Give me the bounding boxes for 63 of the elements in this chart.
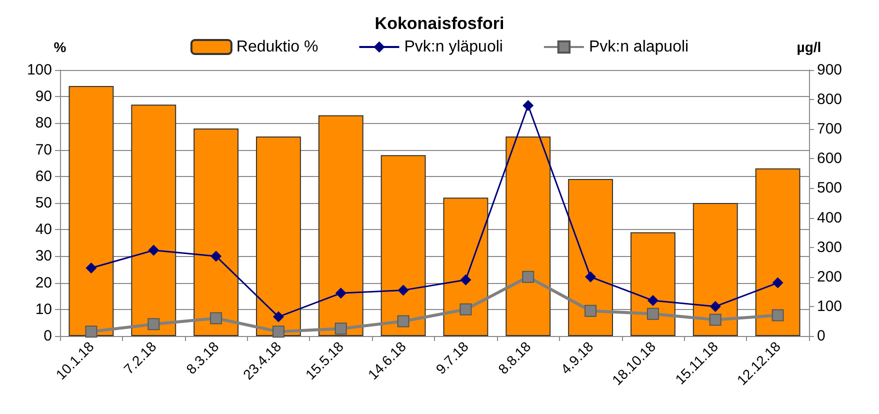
- point: [148, 318, 160, 330]
- y2-tick-label: 500: [817, 180, 842, 197]
- point: [584, 304, 597, 317]
- y2-tick-label: 700: [817, 120, 842, 138]
- bar: [630, 232, 676, 336]
- bar: [755, 168, 800, 336]
- point: [460, 303, 472, 316]
- legend-label: Pvk:n yläpuoli: [404, 38, 503, 56]
- point: [522, 270, 534, 283]
- point: [272, 326, 284, 338]
- y-tick-label: 10: [35, 300, 52, 318]
- legend-label: Reduktio %: [236, 38, 318, 56]
- y-axis-title: %: [54, 39, 67, 55]
- legend-label: Pvk:n alapuoli: [588, 38, 689, 56]
- y-tick-label: 40: [35, 221, 52, 238]
- bar: [506, 136, 551, 336]
- y2-tick-label: 0: [817, 328, 826, 344]
- point: [522, 100, 534, 111]
- point: [85, 326, 98, 338]
- point: [148, 244, 160, 256]
- y2-tick-label: 900: [817, 62, 842, 78]
- bar: [68, 86, 114, 336]
- y-tick-label: 80: [35, 114, 52, 132]
- point: [334, 322, 347, 335]
- point: [772, 277, 784, 288]
- y2-tick-label: 400: [817, 209, 842, 226]
- bar: [194, 128, 239, 336]
- y2-tick-label: 600: [817, 150, 842, 168]
- bar: [380, 155, 426, 336]
- y-tick-label: 20: [35, 274, 52, 292]
- point: [272, 311, 284, 322]
- bar: [318, 115, 364, 336]
- bar: [256, 136, 301, 336]
- point: [772, 309, 784, 322]
- point: [210, 312, 222, 324]
- point: [335, 288, 346, 299]
- bar: [131, 104, 176, 336]
- point: [86, 262, 97, 274]
- y-tick-label: 70: [35, 141, 52, 158]
- point: [585, 271, 596, 282]
- point: [647, 295, 658, 306]
- point: [210, 250, 222, 262]
- y2-tick-label: 800: [817, 91, 842, 108]
- point: [709, 314, 722, 326]
- bar: [692, 203, 738, 336]
- point: [460, 274, 472, 286]
- y-tick-label: 0: [44, 328, 52, 344]
- y-tick-label: 60: [35, 168, 52, 185]
- y-tick-label: 100: [26, 62, 52, 78]
- bar: [568, 179, 614, 336]
- point: [646, 308, 659, 320]
- y-tick-label: 50: [35, 194, 52, 212]
- point: [398, 284, 409, 296]
- chart-title: Kokonaisfosfori: [374, 14, 504, 33]
- point: [710, 300, 721, 312]
- y2-tick-label: 100: [817, 298, 842, 315]
- y-tick-label: 90: [35, 88, 52, 106]
- y2-tick-label: 200: [817, 268, 842, 286]
- point: [397, 315, 410, 328]
- y-tick-label: 30: [35, 248, 52, 265]
- y2-tick-label: 300: [817, 238, 842, 256]
- y2-axis-title: µg/l: [796, 39, 822, 55]
- bar: [443, 198, 488, 336]
